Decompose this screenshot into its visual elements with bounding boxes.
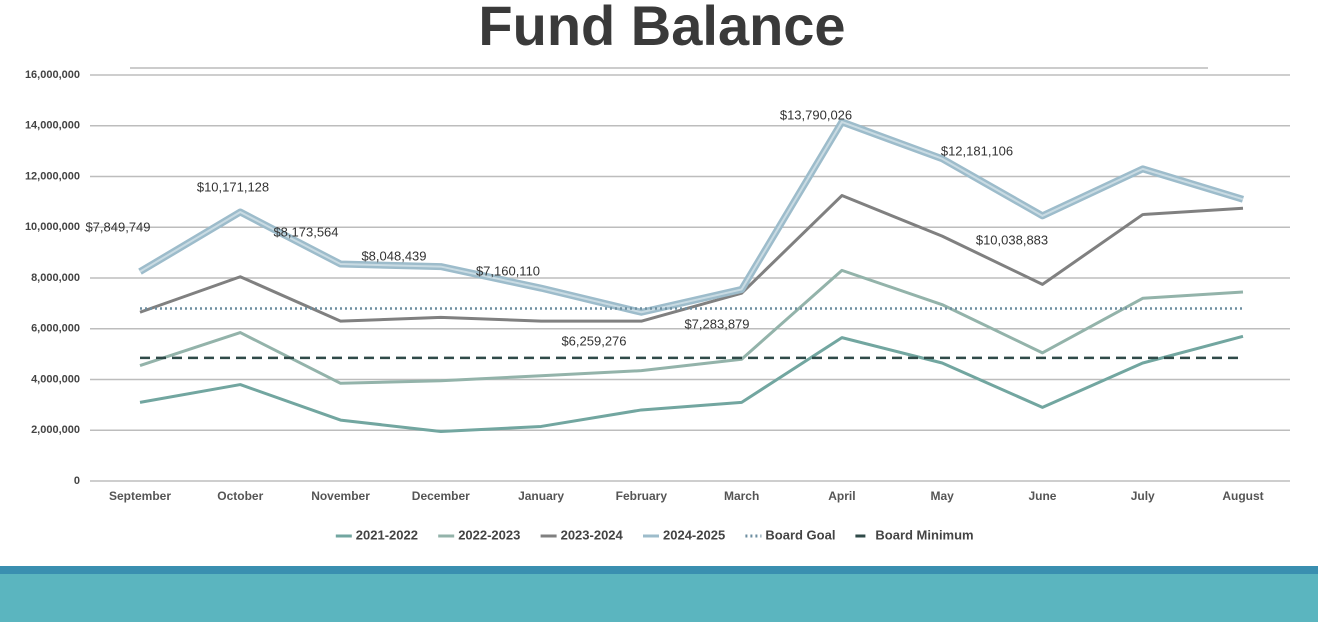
y-tick-label: 10,000,000 (25, 221, 80, 233)
legend-label: 2021-2022 (356, 527, 418, 542)
annotation: $8,173,564 (273, 224, 338, 239)
y-tick-label: 4,000,000 (31, 373, 80, 385)
series-line (139, 194, 1244, 323)
legend-label: 2023-2024 (561, 527, 624, 542)
chart-title: Fund Balance (478, 0, 845, 57)
x-tick-label: February (616, 489, 668, 503)
y-tick-label: 2,000,000 (31, 424, 80, 436)
y-tick-label: 8,000,000 (31, 272, 80, 284)
x-tick-label: October (217, 489, 263, 503)
legend-label: Board Goal (765, 527, 835, 542)
x-tick-label: September (109, 489, 171, 503)
annotation: $10,038,883 (976, 232, 1048, 247)
annotation: $8,048,439 (361, 248, 426, 263)
x-tick-label: July (1131, 489, 1155, 503)
y-tick-label: 0 (74, 475, 80, 487)
annotation: $13,790,026 (780, 107, 852, 122)
annotation: $10,171,128 (197, 179, 269, 194)
x-tick-label: May (931, 489, 955, 503)
x-tick-label: January (518, 489, 564, 503)
x-tick-label: December (412, 489, 470, 503)
annotation: $6,259,276 (561, 333, 626, 348)
legend-label: 2022-2023 (458, 527, 520, 542)
legend-label: Board Minimum (875, 527, 973, 542)
x-tick-label: August (1222, 489, 1263, 503)
y-tick-label: 6,000,000 (31, 323, 80, 335)
x-tick-label: April (828, 489, 855, 503)
annotation: $7,283,879 (684, 316, 749, 331)
y-tick-label: 16,000,000 (25, 69, 80, 81)
y-tick-label: 14,000,000 (25, 120, 80, 132)
footer-stripe (0, 566, 1318, 574)
series-line (139, 334, 1244, 434)
annotation: $7,849,749 (85, 219, 150, 234)
y-tick-label: 12,000,000 (25, 170, 80, 182)
series-line-inner (139, 120, 1244, 314)
x-tick-label: June (1028, 489, 1056, 503)
legend-label: 2024-2025 (663, 527, 725, 542)
series-line (139, 268, 1244, 385)
annotation: $7,160,110 (476, 263, 540, 278)
footer-band (0, 574, 1318, 622)
x-tick-label: November (311, 489, 370, 503)
x-tick-label: March (724, 489, 759, 503)
annotation: $12,181,106 (941, 143, 1013, 158)
series-line (138, 118, 1245, 316)
